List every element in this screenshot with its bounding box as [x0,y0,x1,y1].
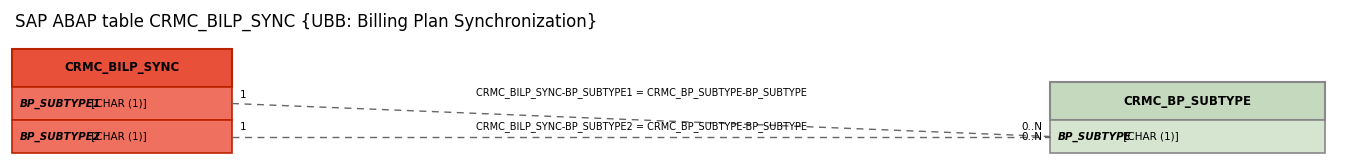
Text: BP_SUBTYPE2: BP_SUBTYPE2 [20,131,101,142]
Text: 0..N: 0..N [1021,132,1042,143]
Text: BP_SUBTYPE1: BP_SUBTYPE1 [20,98,101,109]
Text: [CHAR (1)]: [CHAR (1)] [88,99,147,109]
Text: CRMC_BILP_SYNC-BP_SUBTYPE1 = CRMC_BP_SUBTYPE-BP_SUBTYPE: CRMC_BILP_SYNC-BP_SUBTYPE1 = CRMC_BP_SUB… [476,88,806,99]
Bar [12,87,233,120]
Text: SAP ABAP table CRMC_BILP_SYNC {UBB: Billing Plan Synchronization}: SAP ABAP table CRMC_BILP_SYNC {UBB: Bill… [15,13,598,31]
Text: CRMC_BP_SUBTYPE: CRMC_BP_SUBTYPE [1124,95,1252,108]
Text: 0..N: 0..N [1021,122,1042,132]
Text: BP_SUBTYPE: BP_SUBTYPE [1059,131,1132,142]
Bar [12,49,233,87]
Bar [1051,120,1325,153]
Text: CRMC_BILP_SYNC-BP_SUBTYPE2 = CRMC_BP_SUBTYPE-BP_SUBTYPE: CRMC_BILP_SYNC-BP_SUBTYPE2 = CRMC_BP_SUB… [476,121,807,132]
Text: [CHAR (1)]: [CHAR (1)] [88,132,147,142]
Text: CRMC_BILP_SYNC: CRMC_BILP_SYNC [65,62,180,75]
Text: [CHAR (1)]: [CHAR (1)] [1119,132,1179,142]
Text: 1: 1 [241,122,246,132]
Bar [12,120,233,153]
Text: 1: 1 [241,89,246,99]
Bar [1051,82,1325,120]
